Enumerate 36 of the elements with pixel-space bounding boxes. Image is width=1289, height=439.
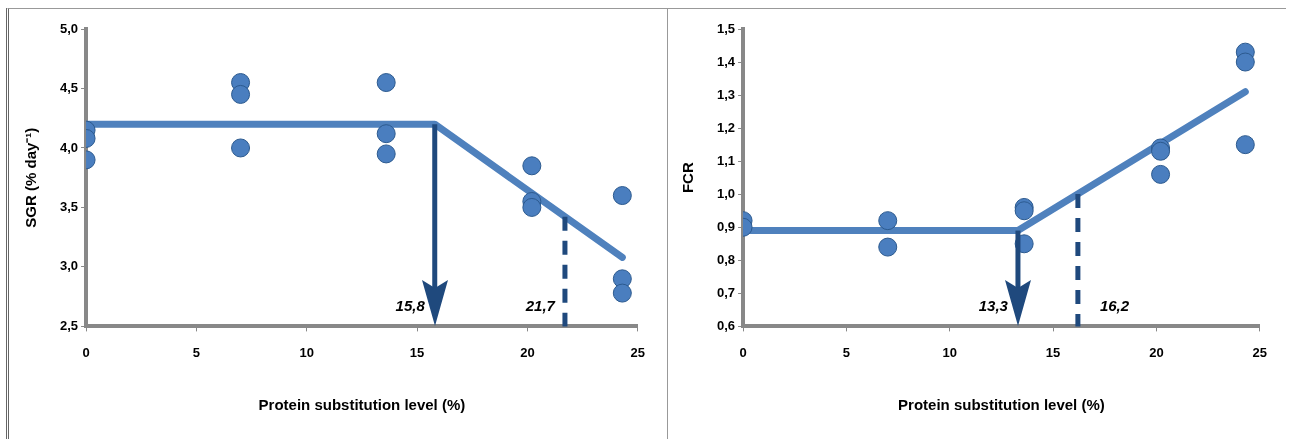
y-tick-label: 1,2 bbox=[716, 119, 736, 135]
y-tick-label: 1,4 bbox=[716, 53, 736, 69]
y-tick-label: 0,7 bbox=[716, 284, 736, 300]
x-tick-label: 5 bbox=[192, 344, 201, 360]
y-tick-label: 1,0 bbox=[716, 185, 736, 201]
x-tick-label: 10 bbox=[299, 344, 314, 360]
ref-line-label: 13,3 bbox=[978, 296, 1009, 314]
y-tick-label: 3,5 bbox=[59, 199, 79, 215]
x-tick-label: 15 bbox=[409, 344, 425, 360]
y-axis-title: FCR bbox=[679, 162, 697, 194]
ref-line-label: 16,2 bbox=[1099, 296, 1130, 314]
ref-line-label: 21,7 bbox=[524, 296, 556, 314]
y-tick-label: 1,5 bbox=[716, 20, 736, 36]
x-axis-title: Protein substitution level (%) bbox=[258, 396, 466, 414]
x-tick-label: 25 bbox=[630, 344, 645, 360]
x-tick-label: 0 bbox=[739, 344, 747, 360]
y-tick-label: 0,9 bbox=[716, 218, 736, 234]
y-tick-label: 1,1 bbox=[716, 152, 736, 168]
y-tick-label: 0,6 bbox=[716, 317, 736, 333]
y-tick-label: 4,0 bbox=[59, 139, 79, 155]
x-tick-label: 20 bbox=[1149, 344, 1164, 360]
x-tick-label: 15 bbox=[1045, 344, 1061, 360]
y-axis-title: SGR (% day⁻¹) bbox=[22, 127, 40, 228]
y-tick-label: 1,3 bbox=[716, 86, 736, 102]
y-tick-label: 0,8 bbox=[716, 251, 736, 267]
x-tick-label: 20 bbox=[520, 344, 535, 360]
x-tick-label: 25 bbox=[1252, 344, 1267, 360]
x-tick-label: 0 bbox=[82, 344, 90, 360]
x-axis-title: Protein substitution level (%) bbox=[898, 396, 1105, 414]
x-tick-label: 10 bbox=[942, 344, 957, 360]
ref-line-label: 15,8 bbox=[395, 296, 426, 314]
y-tick-label: 5,0 bbox=[59, 20, 79, 36]
x-tick-label: 5 bbox=[842, 344, 851, 360]
y-tick-label: 2,5 bbox=[59, 317, 79, 333]
y-tick-label: 4,5 bbox=[59, 80, 79, 96]
y-tick-label: 3,0 bbox=[59, 258, 79, 274]
